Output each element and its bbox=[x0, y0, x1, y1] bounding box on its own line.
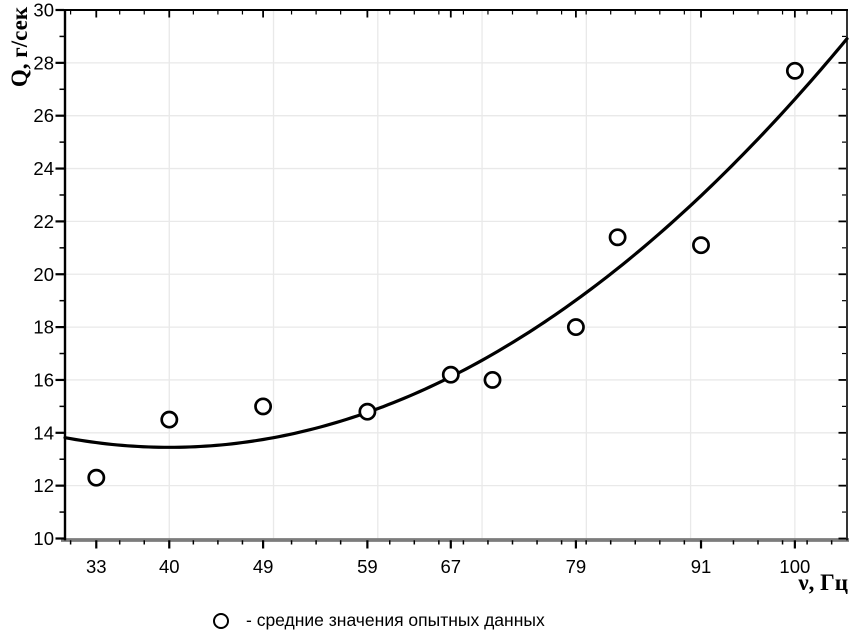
x-tick-label: 67 bbox=[440, 556, 461, 577]
y-tick-label: 28 bbox=[33, 52, 54, 73]
y-tick-label: 30 bbox=[33, 0, 54, 21]
x-tick-label: 33 bbox=[86, 556, 107, 577]
y-axis-label: Q, г/сек bbox=[7, 6, 32, 88]
x-axis-label: ν, Гц bbox=[798, 570, 848, 595]
legend-label: - средние значения опытных данных bbox=[246, 610, 545, 630]
data-point bbox=[692, 236, 710, 255]
open-circle-marker-icon bbox=[213, 612, 229, 629]
x-tick-label: 59 bbox=[357, 556, 378, 577]
y-tick-label: 16 bbox=[33, 369, 54, 390]
x-tick-label: 79 bbox=[566, 556, 587, 577]
y-tick-label: 26 bbox=[33, 105, 54, 126]
data-point bbox=[441, 365, 460, 384]
data-point bbox=[160, 410, 179, 429]
data-point bbox=[87, 468, 106, 487]
y-tick-label: 10 bbox=[33, 528, 54, 549]
x-tick-label: 100 bbox=[779, 556, 810, 577]
y-tick-label: 22 bbox=[33, 211, 54, 232]
data-point bbox=[254, 397, 273, 416]
y-tick-label: 12 bbox=[33, 475, 54, 496]
y-tick-label: 20 bbox=[33, 264, 54, 285]
legend: - средние значения опытных данных bbox=[213, 610, 545, 631]
y-tick-label: 18 bbox=[33, 317, 54, 338]
data-point bbox=[785, 61, 804, 80]
data-point bbox=[566, 318, 585, 337]
y-tick-label: 24 bbox=[33, 158, 54, 179]
x-tick-label: 40 bbox=[159, 556, 180, 577]
data-point bbox=[358, 402, 377, 421]
data-point bbox=[608, 228, 627, 247]
x-tick-label: 91 bbox=[691, 556, 712, 577]
data-point bbox=[483, 370, 502, 389]
x-tick-label: 49 bbox=[253, 556, 274, 577]
y-tick-label: 14 bbox=[33, 422, 54, 443]
